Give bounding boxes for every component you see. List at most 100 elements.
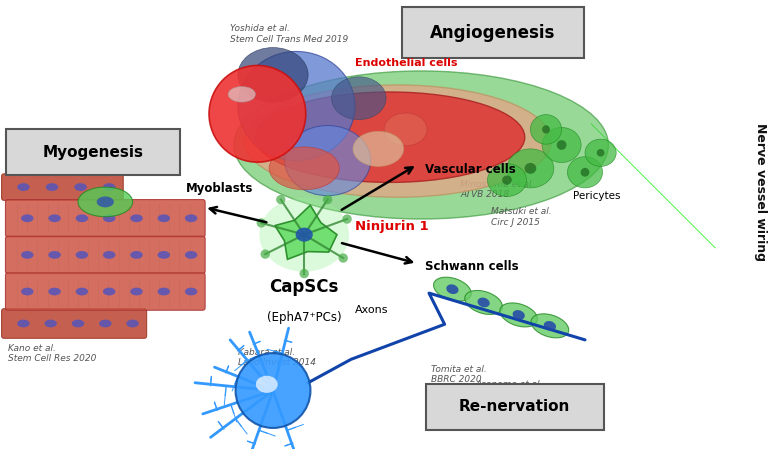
Ellipse shape: [385, 113, 427, 146]
Ellipse shape: [238, 48, 308, 102]
Ellipse shape: [255, 92, 525, 182]
Ellipse shape: [434, 277, 471, 301]
Text: Yoshida et al.
Stem Cell Trans Med 2019: Yoshida et al. Stem Cell Trans Med 2019: [230, 24, 349, 44]
Text: Myogenesis: Myogenesis: [42, 145, 144, 159]
FancyBboxPatch shape: [402, 7, 584, 58]
Ellipse shape: [21, 251, 34, 259]
Text: Minoshima et al.
ATVB 2018: Minoshima et al. ATVB 2018: [460, 180, 534, 199]
Ellipse shape: [597, 149, 604, 157]
Ellipse shape: [524, 163, 537, 174]
Ellipse shape: [580, 168, 590, 176]
Ellipse shape: [130, 288, 143, 295]
Text: Schwann cells: Schwann cells: [425, 260, 519, 273]
Ellipse shape: [17, 320, 30, 327]
Text: Endothelial cells: Endothelial cells: [355, 58, 457, 68]
Circle shape: [257, 218, 266, 228]
Ellipse shape: [48, 251, 61, 259]
Ellipse shape: [477, 298, 490, 307]
FancyBboxPatch shape: [426, 383, 604, 430]
Ellipse shape: [48, 288, 61, 295]
Ellipse shape: [542, 128, 581, 163]
Ellipse shape: [544, 321, 556, 330]
Text: Kano et al.
Stem Cell Res 2020: Kano et al. Stem Cell Res 2020: [8, 344, 96, 363]
Circle shape: [323, 195, 332, 204]
Ellipse shape: [21, 214, 34, 222]
FancyBboxPatch shape: [5, 273, 205, 310]
Ellipse shape: [78, 187, 133, 217]
Ellipse shape: [48, 214, 61, 222]
Ellipse shape: [465, 291, 502, 314]
Ellipse shape: [126, 320, 139, 327]
Ellipse shape: [256, 376, 278, 393]
Text: Matsuki et al.
Circ J 2015: Matsuki et al. Circ J 2015: [491, 207, 552, 227]
Ellipse shape: [185, 214, 197, 222]
Ellipse shape: [103, 214, 115, 222]
FancyBboxPatch shape: [5, 236, 205, 273]
Ellipse shape: [353, 132, 404, 167]
FancyBboxPatch shape: [5, 199, 205, 237]
Text: Pericytes: Pericytes: [573, 191, 621, 201]
Circle shape: [261, 250, 270, 259]
Ellipse shape: [296, 228, 313, 242]
Text: Ninjurin 1: Ninjurin 1: [355, 220, 428, 233]
Ellipse shape: [44, 320, 57, 327]
Ellipse shape: [97, 197, 114, 207]
Polygon shape: [275, 205, 337, 260]
Text: Re-nervation: Re-nervation: [459, 400, 570, 414]
Circle shape: [342, 214, 352, 224]
Text: CapSCs: CapSCs: [270, 277, 339, 295]
Ellipse shape: [130, 214, 143, 222]
Ellipse shape: [238, 52, 355, 161]
Text: Myoblasts: Myoblasts: [186, 182, 254, 195]
Ellipse shape: [542, 125, 550, 133]
Text: (EphA7⁺PCs): (EphA7⁺PCs): [267, 311, 342, 324]
Ellipse shape: [21, 288, 34, 295]
Ellipse shape: [234, 71, 608, 219]
Ellipse shape: [158, 251, 170, 259]
Ellipse shape: [103, 183, 115, 191]
Circle shape: [236, 353, 310, 428]
Ellipse shape: [488, 164, 526, 197]
Circle shape: [300, 269, 309, 278]
Ellipse shape: [158, 288, 170, 295]
Ellipse shape: [244, 85, 551, 197]
Ellipse shape: [568, 157, 602, 188]
FancyBboxPatch shape: [2, 309, 147, 338]
Ellipse shape: [103, 288, 115, 295]
Ellipse shape: [228, 87, 256, 102]
FancyArrowPatch shape: [590, 123, 715, 248]
Ellipse shape: [74, 183, 87, 191]
Ellipse shape: [259, 198, 349, 272]
Ellipse shape: [17, 183, 30, 191]
Ellipse shape: [507, 149, 554, 188]
FancyBboxPatch shape: [2, 174, 123, 200]
Ellipse shape: [76, 251, 88, 259]
Ellipse shape: [99, 320, 112, 327]
Ellipse shape: [46, 183, 58, 191]
Ellipse shape: [72, 320, 84, 327]
Text: Axons: Axons: [355, 305, 388, 315]
Text: Asanome et al.
BBRC 2014: Asanome et al. BBRC 2014: [476, 380, 544, 400]
Ellipse shape: [269, 147, 339, 190]
Ellipse shape: [502, 176, 512, 185]
Ellipse shape: [76, 214, 88, 222]
Text: Kabara et al.
Labo Invest 2014: Kabara et al. Labo Invest 2014: [238, 348, 316, 367]
Ellipse shape: [557, 140, 566, 150]
Ellipse shape: [500, 303, 537, 327]
Ellipse shape: [512, 310, 525, 320]
Text: Vascular cells: Vascular cells: [425, 163, 516, 176]
Text: Angiogenesis: Angiogenesis: [431, 24, 555, 42]
Circle shape: [339, 253, 348, 263]
Ellipse shape: [185, 288, 197, 295]
Ellipse shape: [531, 314, 569, 338]
Circle shape: [209, 66, 306, 162]
Ellipse shape: [185, 251, 197, 259]
Circle shape: [276, 195, 285, 204]
Text: Tomita et al.
BBRC 2020: Tomita et al. BBRC 2020: [431, 365, 486, 384]
Ellipse shape: [332, 77, 386, 119]
Ellipse shape: [130, 251, 143, 259]
FancyBboxPatch shape: [6, 128, 180, 176]
Ellipse shape: [585, 139, 616, 167]
Ellipse shape: [103, 251, 115, 259]
Ellipse shape: [530, 114, 562, 144]
